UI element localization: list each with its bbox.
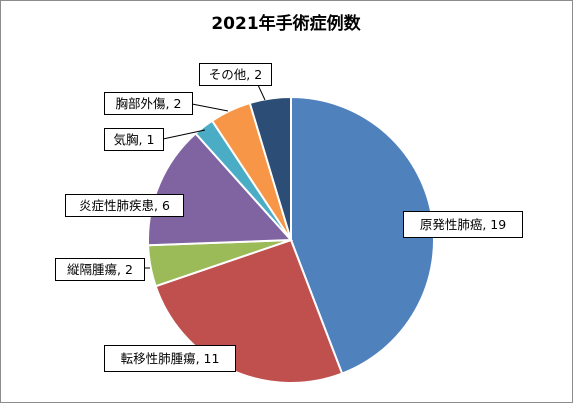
data-label-text: 気胸, 1 bbox=[114, 132, 155, 147]
data-label-box bbox=[199, 63, 272, 86]
data-label-7: その他, 2 bbox=[199, 63, 272, 86]
data-label-text: 原発性肺癌, 19 bbox=[420, 217, 506, 232]
data-label-6: 胸部外傷, 2 bbox=[104, 92, 193, 115]
data-label-2: 転移性肺腫瘍, 11 bbox=[104, 345, 236, 372]
leader-line-5 bbox=[162, 129, 206, 140]
pie-slice-7 bbox=[248, 95, 292, 241]
data-label-5: 気胸, 1 bbox=[104, 128, 164, 151]
pie-slice-4 bbox=[147, 132, 294, 247]
data-label-1: 原発性肺癌, 19 bbox=[403, 211, 523, 238]
leader-line-7 bbox=[257, 84, 266, 101]
data-label-box bbox=[104, 128, 164, 151]
data-label-text: 転移性肺腫瘍, 11 bbox=[121, 351, 220, 366]
data-label-text: 炎症性肺疾患, 6 bbox=[79, 198, 170, 213]
data-label-text: 縦隔腫瘍, 2 bbox=[67, 262, 133, 277]
leader-lines-layer bbox=[144, 84, 266, 269]
data-label-box bbox=[104, 92, 193, 115]
slices-layer bbox=[147, 95, 435, 384]
data-label-text: その他, 2 bbox=[209, 67, 262, 82]
chart-title: 2021年手術症例数 bbox=[211, 13, 361, 34]
data-label-text: 胸部外傷, 2 bbox=[116, 96, 182, 111]
data-label-box bbox=[403, 211, 523, 238]
data-label-box bbox=[65, 194, 184, 217]
data-label-box bbox=[104, 345, 236, 372]
data-labels-layer: 原発性肺癌, 19 転移性肺腫瘍, 11 縦隔腫瘍, 2 炎症性肺疾患, 6 気胸, 1… bbox=[55, 63, 523, 372]
leader-line-6 bbox=[191, 103, 229, 112]
data-label-box bbox=[55, 258, 145, 281]
data-label-4: 炎症性肺疾患, 6 bbox=[65, 194, 184, 217]
data-label-3: 縦隔腫瘍, 2 bbox=[55, 258, 145, 281]
